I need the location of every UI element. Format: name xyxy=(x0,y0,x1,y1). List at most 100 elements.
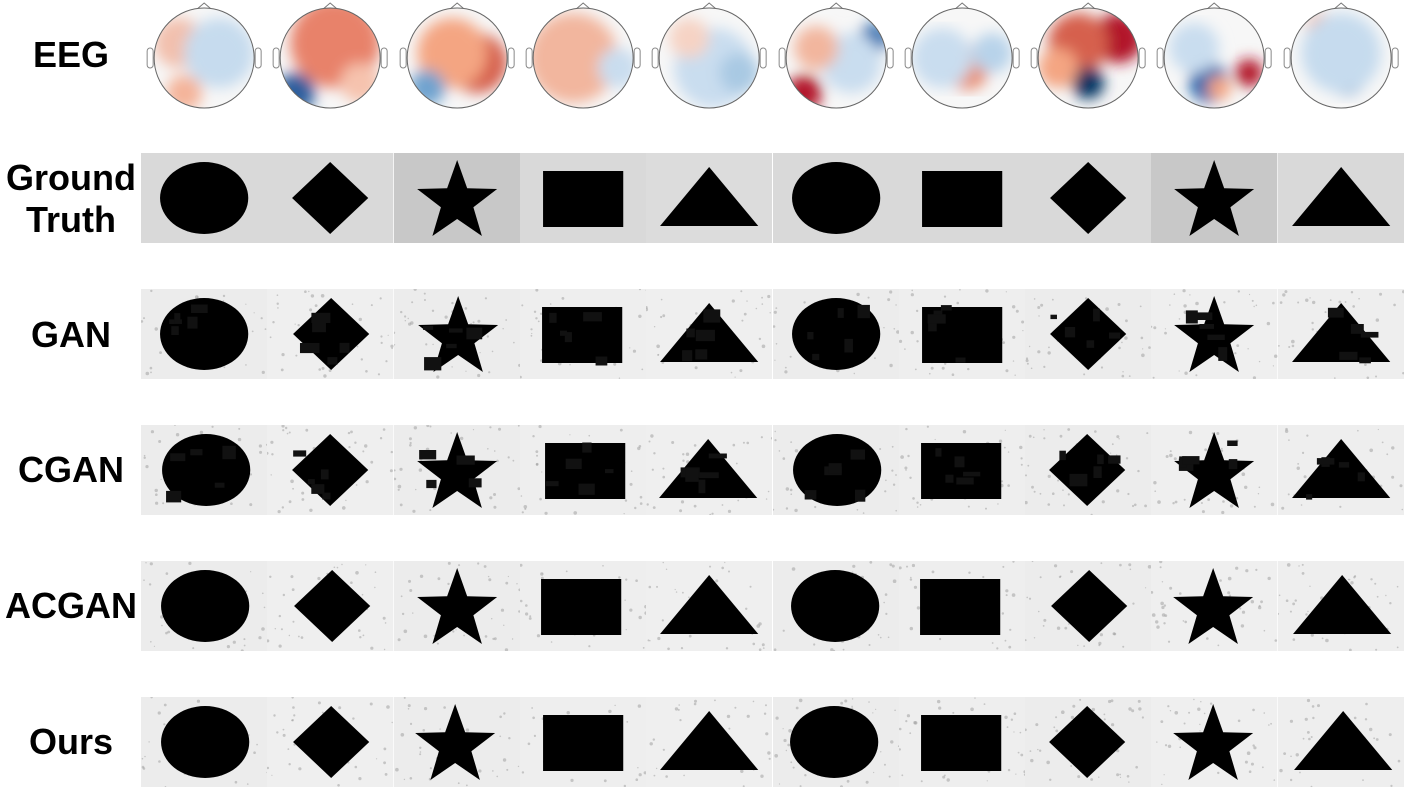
ear-mark xyxy=(146,47,154,69)
shape-rectangle xyxy=(921,171,1003,227)
gan-tile-diamond xyxy=(267,289,394,379)
ear-mark xyxy=(1265,47,1273,69)
ground-truth-tile-star xyxy=(1151,153,1278,243)
head-outline xyxy=(1290,7,1392,109)
nose-mark xyxy=(449,2,465,10)
ground-truth-tile-star xyxy=(393,153,520,243)
cgan-tile-triangle xyxy=(1277,425,1404,515)
ear-mark xyxy=(633,47,641,69)
nose-mark xyxy=(323,2,338,10)
gan-strip xyxy=(141,289,1404,379)
acgan-tile-rectangle xyxy=(519,561,647,651)
ear-mark xyxy=(1391,47,1399,69)
activation-region xyxy=(911,28,972,88)
row-label-acgan: ACGAN xyxy=(5,585,137,626)
shape-diamond xyxy=(1050,162,1127,234)
ours-strip xyxy=(141,697,1404,787)
ear-mark xyxy=(380,47,388,69)
gan-tile-ellipse xyxy=(141,289,268,379)
head-outline xyxy=(1164,7,1266,109)
ground-truth-strip xyxy=(141,153,1404,243)
eeg-topomap xyxy=(1025,2,1151,114)
shape-triangle xyxy=(660,711,759,770)
acgan-tile-ellipse xyxy=(772,561,899,651)
nose-mark xyxy=(828,2,843,10)
eeg-topomap xyxy=(520,2,646,114)
ear-mark xyxy=(254,47,262,69)
activation-region xyxy=(166,75,203,108)
ear-mark xyxy=(651,47,659,69)
ground-truth-tile-diamond xyxy=(1025,153,1152,243)
acgan-tile-triangle xyxy=(1277,561,1404,651)
shape-triangle xyxy=(1291,303,1390,362)
head-outline xyxy=(658,7,760,109)
ours-tile-ellipse xyxy=(141,697,268,787)
shape-diamond xyxy=(1049,706,1126,778)
shape-diamond xyxy=(1050,298,1127,370)
acgan-tile-diamond xyxy=(1025,561,1152,651)
eeg-topomap xyxy=(773,2,899,114)
ours-tile-triangle xyxy=(1277,697,1404,787)
gan-tile-rectangle xyxy=(519,289,647,379)
activation-region xyxy=(1235,59,1264,87)
activation-region xyxy=(719,53,760,93)
cgan-tile-diamond xyxy=(1025,425,1152,515)
ear-mark xyxy=(1283,47,1291,69)
ear-mark xyxy=(1157,47,1165,69)
eeg-topomap xyxy=(1151,2,1277,114)
shape-triangle xyxy=(1293,711,1392,770)
shape-triangle xyxy=(1291,439,1390,498)
eeg-topomap xyxy=(646,2,772,114)
shape-triangle xyxy=(1291,167,1390,226)
ear-mark xyxy=(904,47,912,69)
ear-mark xyxy=(1012,47,1020,69)
shape-star xyxy=(414,704,495,780)
nose-mark xyxy=(196,2,212,10)
row-label-ground-truth: Ground Truth xyxy=(6,157,136,240)
cgan-tile-triangle xyxy=(646,425,773,515)
nose-mark xyxy=(1080,2,1096,10)
shape-diamond xyxy=(1049,434,1126,506)
eeg-topomap-row xyxy=(141,2,1404,114)
shape-diamond xyxy=(293,298,370,370)
shape-diamond xyxy=(294,570,371,642)
ours-tile-ellipse xyxy=(772,697,899,787)
head-outline xyxy=(406,7,508,109)
ours-tile-star xyxy=(1151,697,1278,787)
ear-mark xyxy=(272,47,280,69)
ground-truth-tile-triangle xyxy=(646,153,773,243)
shape-rectangle xyxy=(542,715,624,771)
activation-region xyxy=(533,13,619,103)
shape-star xyxy=(1173,568,1254,644)
activation-region xyxy=(340,63,381,103)
shape-star xyxy=(416,432,497,508)
head-outline xyxy=(532,7,634,109)
shape-ellipse xyxy=(160,298,249,370)
shape-rectangle xyxy=(919,579,1001,635)
ear-mark xyxy=(507,47,515,69)
shape-ellipse xyxy=(790,570,879,642)
gan-tile-rectangle xyxy=(898,289,1026,379)
row-label-cgan: CGAN xyxy=(18,449,124,490)
ear-mark xyxy=(778,47,786,69)
eeg-topomap xyxy=(267,2,393,114)
activation-region xyxy=(1072,67,1105,99)
cgan-tile-rectangle xyxy=(898,425,1026,515)
shape-star xyxy=(416,160,497,236)
head-outline xyxy=(279,7,381,109)
ear-mark xyxy=(1138,47,1146,69)
cgan-tile-ellipse xyxy=(772,425,899,515)
acgan-tile-rectangle xyxy=(898,561,1026,651)
shape-star xyxy=(1174,296,1255,372)
shape-ellipse xyxy=(791,162,880,234)
activation-region xyxy=(793,26,838,70)
shape-triangle xyxy=(659,439,758,498)
shape-star xyxy=(1174,432,1255,508)
gan-tile-star xyxy=(393,289,520,379)
cgan-tile-star xyxy=(393,425,520,515)
ours-tile-star xyxy=(393,697,520,787)
row-label-ours: Ours xyxy=(28,721,114,762)
shape-rectangle xyxy=(920,443,1002,499)
cgan-tile-star xyxy=(1151,425,1278,515)
head-outline xyxy=(785,7,887,109)
